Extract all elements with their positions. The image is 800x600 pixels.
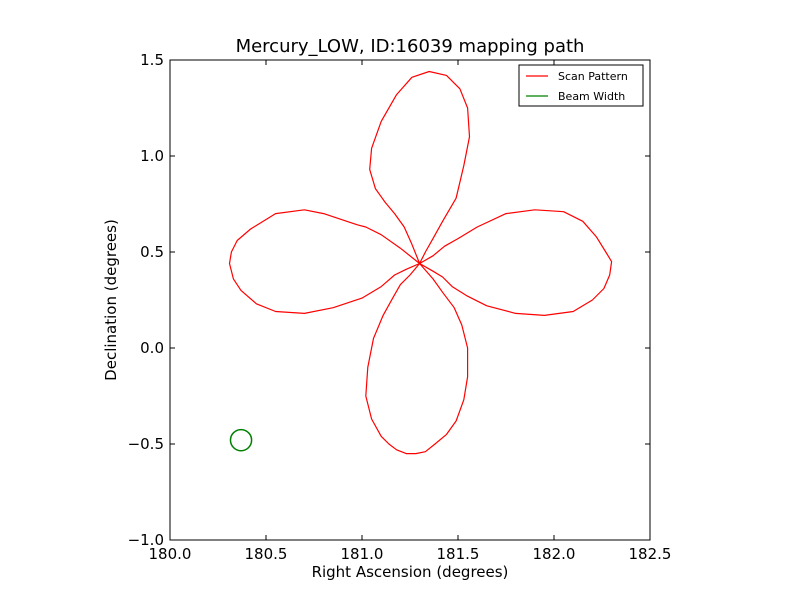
x-tick-label: 180.5 — [245, 545, 288, 563]
legend: Scan Pattern Beam Width — [518, 64, 644, 107]
y-tick-label: 1.0 — [140, 147, 164, 165]
axis-ticks: 180.0 180.5 181.0 181.5 182.0 182.5 1.5 1.0 0.5 0… — [128, 51, 672, 563]
x-tick-label: 182.5 — [629, 545, 672, 563]
y-tick-label: −0.5 — [128, 435, 164, 453]
beam-width-circle — [229, 428, 253, 452]
chart-title: Mercury_LOW, ID:16039 mapping path — [236, 36, 585, 57]
plot-data — [228, 70, 613, 455]
y-tick-label: −1.0 — [128, 531, 164, 549]
legend-box — [518, 64, 644, 107]
plot-area — [169, 59, 651, 541]
y-tick-label: 1.5 — [140, 51, 164, 69]
y-tick-label: 0.5 — [140, 243, 164, 261]
y-tick-label: 0.0 — [140, 339, 164, 357]
x-tick-label: 181.5 — [437, 545, 480, 563]
scan-pattern-line — [228, 70, 613, 455]
x-axis-label: Right Ascension (degrees) — [312, 563, 509, 581]
legend-beam-width-label: Beam Width — [558, 90, 625, 103]
x-tick-label: 181.0 — [341, 545, 384, 563]
y-axis-label: Declination (degrees) — [102, 219, 120, 381]
x-tick-label: 182.0 — [533, 545, 576, 563]
x-tick-label: 180.0 — [149, 545, 192, 563]
legend-scan-pattern-label: Scan Pattern — [558, 70, 628, 83]
